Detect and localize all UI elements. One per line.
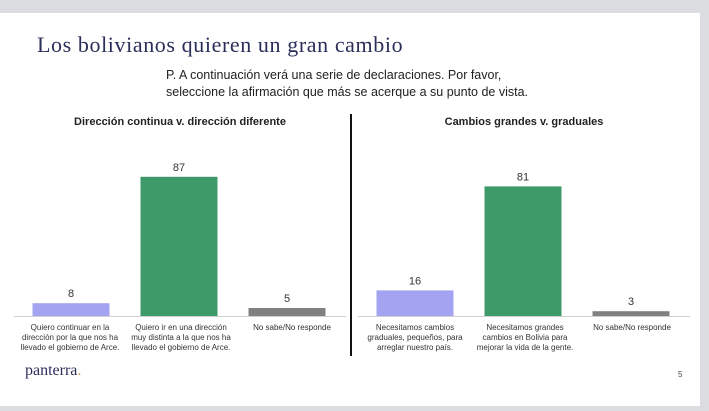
category-label: Necesitamos cambios graduales, pequeños,… (367, 323, 463, 352)
chart-svg: 8 87 5 (14, 162, 346, 317)
chart-title: Cambios grandes v. graduales (444, 116, 604, 128)
slide-title: Los bolivianos quieren un gran cambio (37, 32, 404, 57)
data-label: 5 (284, 293, 290, 305)
category-label: Necesitamos grandes cambios en Bolivia p… (476, 323, 574, 352)
category-label: No sabe/No responde (253, 323, 331, 332)
chart-divider (350, 114, 352, 356)
bar (376, 290, 454, 316)
data-label: 81 (517, 171, 529, 183)
chart-direction: Dirección continua v. dirección diferent… (14, 110, 346, 352)
bar (484, 186, 562, 316)
data-label: 8 (68, 288, 74, 300)
chart-change: Cambios grandes v. graduales 16 81 3 Neces… (358, 110, 690, 352)
question-text: P. A continuación verá una serie de decl… (166, 67, 586, 101)
chart-svg: 16 81 3 (358, 171, 690, 317)
category-label: Quiero continuar en la dirección por la … (20, 323, 120, 352)
brand-logo: panterra. (25, 362, 81, 380)
logo-text: panterra (25, 362, 78, 379)
bar (32, 303, 110, 316)
bar (140, 176, 218, 316)
chart-title: Dirección continua v. dirección diferent… (74, 116, 286, 128)
data-label: 87 (173, 162, 185, 174)
logo-dot: . (77, 362, 82, 379)
category-label: No sabe/No responde (593, 323, 671, 332)
page-number: 5 (678, 370, 683, 379)
data-label: 16 (409, 275, 421, 287)
category-label: Quiero ir en una dirección muy distinta … (131, 323, 231, 352)
bar (248, 308, 326, 316)
question-line-1: P. A continuación verá una serie de decl… (166, 68, 502, 82)
data-label: 3 (628, 296, 634, 308)
bar (592, 311, 670, 316)
question-line-2: seleccione la afirmación que más se acer… (166, 85, 529, 99)
